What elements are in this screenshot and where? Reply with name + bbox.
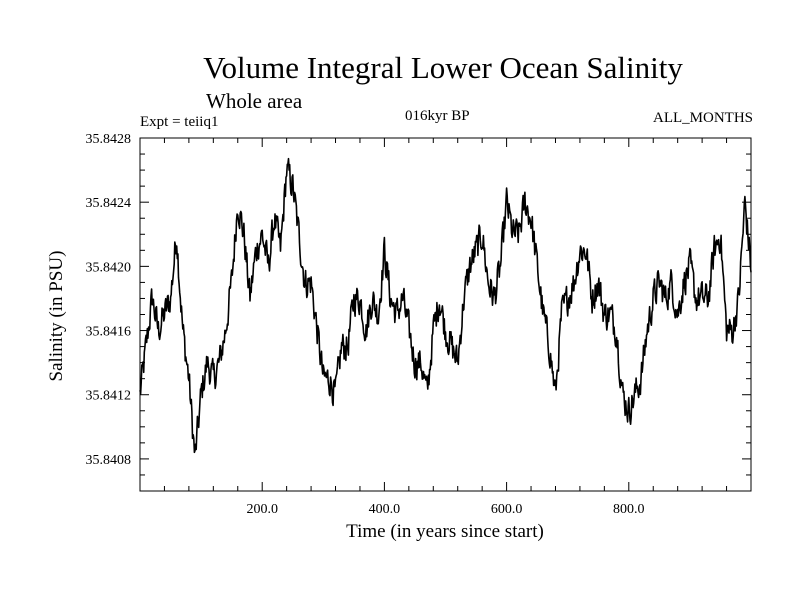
period-label: 016kyr BP [405,108,470,124]
y-tick-label: 35.8412 [86,389,132,404]
tick-labels: 200.0 400.0 600.0 800.0 35.8408 35.8412 35.841… [86,132,645,517]
y-tick-label: 35.8424 [86,196,132,211]
chart-title: Volume Integral Lower Ocean Salinity [203,50,683,85]
x-tick-label: 800.0 [613,502,645,517]
salinity-series-line [139,157,752,454]
axis-ticks [139,137,752,492]
x-axis-label: Time (in years since start) [346,521,544,542]
x-tick-label: 200.0 [246,502,278,517]
experiment-label: Expt = teiiq1 [140,114,219,130]
x-tick-label: 600.0 [491,502,523,517]
chart-subtitle: Whole area [206,89,303,113]
y-axis-label: Salinity (in PSU) [46,251,67,382]
y-tick-label: 35.8428 [86,132,132,147]
plot-frame [139,137,752,492]
months-label: ALL_MONTHS [653,110,753,126]
y-tick-label: 35.8408 [86,453,132,468]
y-tick-label: 35.8416 [86,325,132,340]
x-tick-label: 400.0 [369,502,401,517]
series-layer [139,157,752,454]
y-tick-label: 35.8420 [86,260,132,275]
